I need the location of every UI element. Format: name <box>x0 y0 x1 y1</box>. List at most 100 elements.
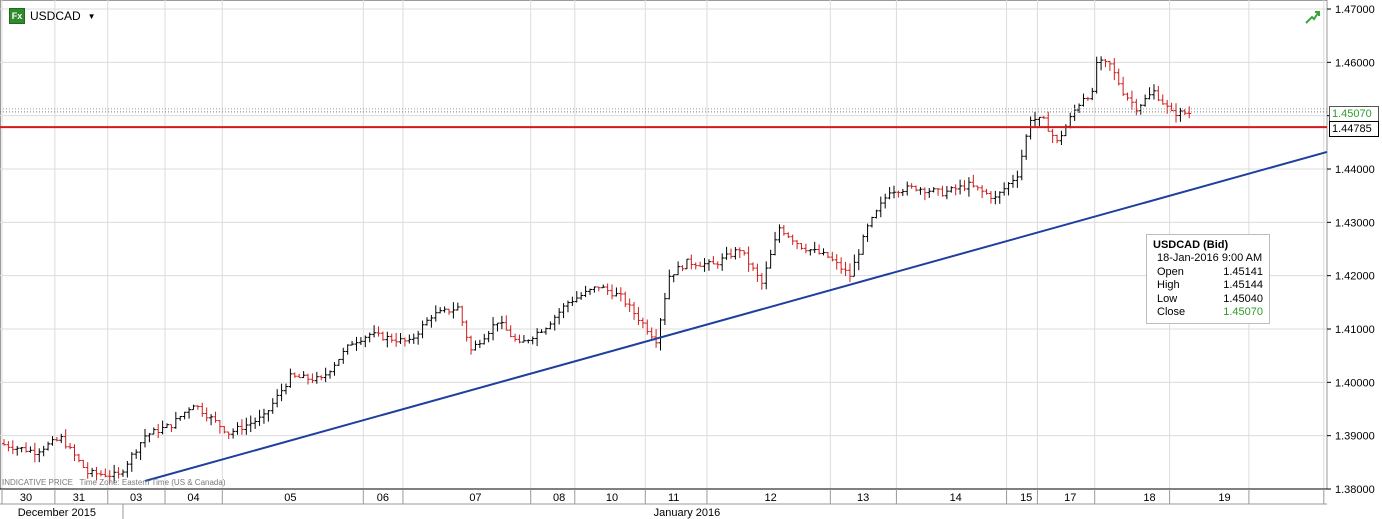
ohlc-bar <box>350 340 355 346</box>
ohlc-bar <box>592 286 597 293</box>
x-tick-label: 06 <box>377 492 389 504</box>
ohlc-bar <box>1015 170 1020 188</box>
ohlc-bar <box>438 307 443 314</box>
ohlc-bar <box>103 468 108 478</box>
plot-border <box>0 0 1328 490</box>
x-tick-label: 04 <box>187 492 199 504</box>
ohlc-bar <box>411 333 416 344</box>
ohlc-bar <box>535 328 540 347</box>
ohlc-bar <box>1112 58 1117 81</box>
ohlc-bar <box>557 308 562 325</box>
ohlc-bar <box>720 253 725 271</box>
ohlc-bar <box>733 247 738 260</box>
ohlc-bar <box>513 333 518 342</box>
ohlc-bar <box>279 383 284 402</box>
info-open-value: 1.45141 <box>1223 265 1263 278</box>
ohlc-bar <box>971 174 976 188</box>
ohlc-bar <box>495 322 500 332</box>
ohlc-bar <box>270 398 275 414</box>
ohlc-bar <box>548 321 553 330</box>
ohlc-bars <box>2 56 1192 484</box>
y-tick-label: 1.47000 <box>1335 4 1375 16</box>
chevron-down-icon: ▼ <box>87 11 96 21</box>
ohlc-bar <box>345 344 350 355</box>
ohlc-bar <box>336 358 341 366</box>
x-axis: 30 31 03 04 05 06 07 08 10 11 12 13 14 15 17 18 19 Decemb… <box>0 488 1327 519</box>
ohlc-bar <box>209 414 214 426</box>
ohlc-bar <box>803 243 808 254</box>
ohlc-bar <box>310 373 315 384</box>
y-tick-label: 1.41000 <box>1335 324 1375 336</box>
ohlc-bar <box>781 224 786 236</box>
y-tick-label: 1.43000 <box>1335 217 1375 229</box>
ohlc-bar <box>261 408 266 424</box>
ohlc-bar <box>1107 60 1112 71</box>
ohlc-bar <box>724 246 729 260</box>
ohlc-bar <box>847 263 852 283</box>
ohlc-bar <box>751 262 756 271</box>
ohlc-bar <box>129 452 134 472</box>
ohlc-bar <box>178 416 183 421</box>
ohlc-bar <box>424 317 429 326</box>
ohlc-bar <box>319 375 324 381</box>
ohlc-bar <box>90 467 95 478</box>
ohlc-bar <box>491 317 496 341</box>
ohlc-bar <box>341 347 346 364</box>
info-close-label: Close <box>1157 306 1186 318</box>
ohlc-bar <box>1182 109 1187 116</box>
ohlc-bar <box>46 441 51 451</box>
ohlc-bar <box>1037 116 1042 127</box>
ohlc-bar <box>975 185 980 191</box>
ohlc-bar <box>689 254 694 270</box>
ohlc-bar <box>120 469 125 477</box>
ohlc-bar <box>288 368 293 388</box>
ohlc-bar <box>1151 84 1156 100</box>
fx-icon: Fx <box>9 8 25 24</box>
ohlc-bar <box>746 246 751 272</box>
ohlc-bar <box>878 196 883 218</box>
ohlc-bar <box>151 427 156 435</box>
ohlc-bar <box>6 441 11 452</box>
ohlc-bar <box>314 371 319 384</box>
ohlc-bar <box>235 422 240 435</box>
x-tick-label: 18 <box>1143 492 1155 504</box>
ohlc-bar <box>526 339 531 344</box>
ohlc-bar <box>574 291 579 303</box>
x-tick-label: 07 <box>469 492 481 504</box>
y-axis: 1.38000 1.39000 1.40000 1.41000 1.42000 1.430… <box>1327 4 1375 496</box>
ohlc-bar <box>1187 106 1192 119</box>
ohlc-bar <box>398 333 403 345</box>
trend-tool-icon[interactable] <box>1304 9 1320 25</box>
ohlc-bar <box>464 320 469 342</box>
ohlc-bar <box>988 191 993 204</box>
ohlc-bar <box>394 332 399 347</box>
ohlc-bar <box>839 257 844 274</box>
ohlc-bar <box>636 307 641 326</box>
ohlc-bar <box>253 417 258 429</box>
ohlc-bar <box>15 445 20 456</box>
ohlc-bar <box>1006 182 1011 196</box>
ohlc-info-box: USDCAD (Bid) 18-Jan-2016 9:00 AM Open 1.4… <box>1146 234 1270 324</box>
ohlc-bar <box>1169 102 1174 112</box>
x-tick-label: 12 <box>765 492 777 504</box>
ohlc-bar <box>1024 134 1029 160</box>
y-tick-label: 1.42000 <box>1335 271 1375 283</box>
ohlc-bar <box>892 185 897 199</box>
ohlc-bar <box>764 261 769 290</box>
ohlc-bar <box>301 371 306 379</box>
indicative-price-label: INDICATIVE PRICE <box>2 478 73 487</box>
ohlc-bar <box>993 190 998 205</box>
ohlc-bar <box>1094 56 1099 94</box>
ohlc-bar <box>191 404 196 411</box>
ohlc-bar <box>32 442 37 463</box>
ohlc-bar <box>698 261 703 267</box>
ohlc-bar <box>24 442 29 453</box>
ohlc-bar <box>1068 112 1073 129</box>
ohlc-bar <box>1010 174 1015 188</box>
symbol-selector[interactable]: Fx USDCAD ▼ <box>9 8 96 24</box>
ohlc-bar <box>125 461 130 478</box>
ohlc-bar <box>41 445 46 457</box>
ohlc-bar <box>380 331 385 341</box>
ohlc-bar <box>1081 93 1086 107</box>
